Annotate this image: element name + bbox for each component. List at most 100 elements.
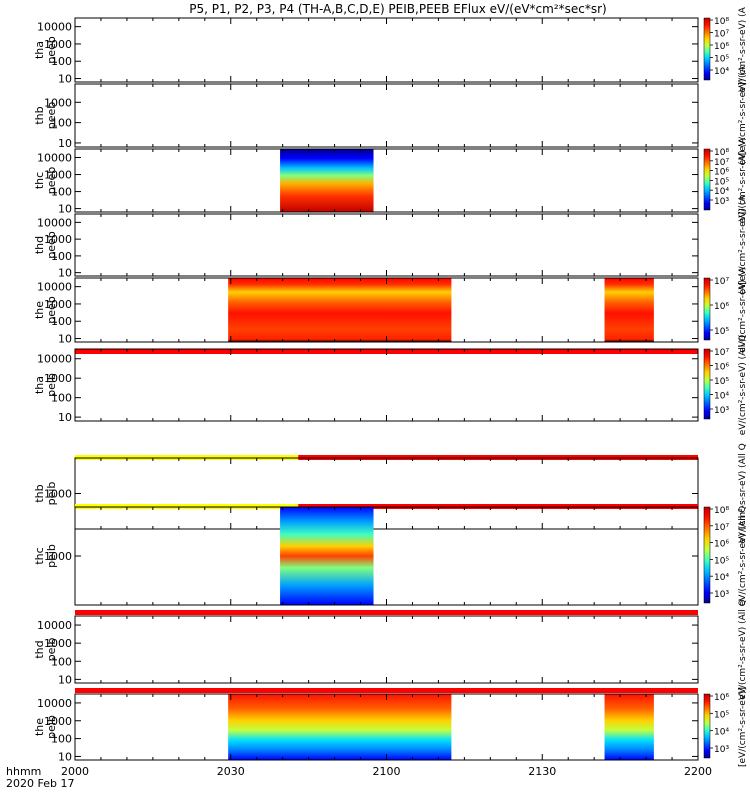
- colorbar: [703, 348, 711, 420]
- panel-frame: [74, 213, 699, 277]
- panel-tha-peib: 10 100 1000 10000 tha peib 10³ 10⁴ 10⁵ 10⁶ 10⁷ eV/(…: [33, 335, 748, 436]
- y-tick-label: 1000: [44, 298, 72, 311]
- colorbar: [703, 17, 711, 81]
- y-tick-label: 100: [51, 392, 72, 405]
- y-tick-label: 10: [58, 333, 72, 346]
- y-tick-label: 1000: [44, 550, 72, 563]
- panel-label-probe: tha: [33, 376, 46, 394]
- colorbar-tick-label: 10⁶: [714, 363, 729, 373]
- colorbar-label: eV/(cm²-s-sr-eV) (All Q: [738, 599, 748, 700]
- panel-label-product: peeb: [45, 102, 58, 130]
- x-axis-label-date: 2020 Feb 17: [6, 777, 74, 790]
- colorbar-tick-label: 10⁷: [714, 158, 729, 168]
- colorbar-tick-label: 10⁶: [714, 168, 729, 178]
- panel-label-probe: thb: [33, 106, 46, 124]
- y-tick-label: 100: [51, 117, 72, 130]
- colorbar-tick-label: 10³: [714, 406, 729, 416]
- colorbar-label: eV/(cm²-s-sr-eV) (A: [738, 266, 748, 352]
- status-bar-segment: [75, 610, 698, 615]
- y-tick-label: 100: [51, 250, 72, 263]
- y-tick-label: 10: [58, 203, 72, 216]
- x-tick-label: 2100: [373, 765, 401, 778]
- colorbar-tick-label: 10⁴: [714, 187, 729, 197]
- y-tick-label: 10: [58, 411, 72, 424]
- colorbar-label: (A[eV/cm²-s-sr-eV]) (A: [738, 195, 748, 295]
- colorbar-label: (A[eV/cm²-s-sr-eV]) (A: [738, 65, 748, 165]
- colorbar-tick-label: 10⁵: [714, 710, 729, 720]
- spectrogram-block: [604, 694, 654, 760]
- x-axis-label-hhmm: hhmm: [6, 765, 41, 778]
- y-tick-label: 1000: [44, 637, 72, 650]
- colorbar-tick-label: 10⁵: [714, 327, 729, 337]
- spectrogram-block: [280, 149, 374, 212]
- colorbar-tick-label: 10³: [714, 590, 729, 600]
- x-tick-label: 2130: [528, 765, 556, 778]
- colorbar-tick-label: 10⁵: [714, 177, 729, 187]
- y-tick-label: 10000: [37, 353, 72, 366]
- panel-the-peib: 10 100 1000 10000 the peib 10³ 10⁴ 10⁵ 10⁶ [eV/(cm…: [33, 687, 748, 767]
- panel-the-peeb: 10 100 1000 10000 the peeb 10⁵ 10⁶ 10⁷ eV/(cm²-s-…: [33, 266, 748, 352]
- colorbar-label: eV/(cm²-s-sr-eV) (A: [738, 6, 748, 92]
- x-tick-label: 2000: [61, 765, 89, 778]
- colorbar-tick-label: 10⁵: [714, 55, 729, 65]
- panel-label-product: peib: [45, 482, 58, 506]
- colorbar: [703, 506, 711, 604]
- y-tick-label: 1000: [44, 38, 72, 51]
- spectrogram-block: [604, 278, 654, 342]
- panel-label-probe: thc: [33, 172, 46, 189]
- panel-label-probe: thd: [33, 640, 46, 658]
- y-tick-label: 10000: [37, 697, 72, 710]
- panel-label-probe: the: [33, 301, 46, 319]
- panel-thd-peib: 10 100 1000 10000 thd peib eV/(cm²-s-sr-eV) (A…: [33, 599, 748, 700]
- panel-frame: [74, 17, 699, 83]
- colorbar-tick-label: 10⁷: [714, 30, 729, 40]
- colorbar: [703, 277, 711, 341]
- colorbar-label: eV/(cm²-s-sr-eV) (A: [738, 137, 748, 223]
- panel-frame: [74, 83, 699, 148]
- y-tick-label: 10000: [37, 21, 72, 34]
- y-tick-label: 1000: [44, 715, 72, 728]
- colorbar-tick-label: 10⁴: [714, 728, 729, 738]
- y-tick-label: 10000: [37, 152, 72, 165]
- colorbar-label: eV/(cm²-s-sr-eV) (All Q: [738, 335, 748, 436]
- panel-frame: [74, 615, 699, 684]
- y-tick-label: 100: [51, 733, 72, 746]
- panel-thd-peeb: 10 100 1000 10000 thd peeb (A[eV/cm²-s-sr-eV])…: [33, 195, 748, 295]
- y-tick-label: 100: [51, 315, 72, 328]
- panel-label-probe: thb: [33, 484, 46, 502]
- panel-label-product: peib: [45, 715, 58, 739]
- y-tick-label: 1000: [44, 169, 72, 182]
- y-tick-label: 100: [51, 55, 72, 68]
- colorbar-tick-label: 10⁶: [714, 302, 729, 312]
- panel-label-probe: thc: [33, 547, 46, 564]
- y-tick-label: 1000: [44, 96, 72, 109]
- colorbar-tick-label: 10³: [714, 197, 729, 207]
- colorbar-tick-label: 10⁴: [714, 573, 729, 583]
- colorbar-tick-label: 10⁶: [714, 42, 729, 52]
- y-tick-label: 10000: [37, 281, 72, 294]
- panel-label-product: peib: [45, 544, 58, 568]
- panel-tha-peeb: 10 100 1000 10000 tha peeb 10⁴ 10⁵ 10⁶ 10⁷ 10⁸ eV/(…: [33, 6, 748, 92]
- status-bar-segment: [75, 688, 698, 693]
- y-tick-label: 1000: [44, 233, 72, 246]
- panel-label-product: peeb: [45, 296, 58, 324]
- panel-frame: [74, 348, 699, 422]
- y-tick-label: 10: [58, 137, 72, 150]
- panel-label-probe: tha: [33, 41, 46, 59]
- panel-label-probe: the: [33, 718, 46, 736]
- colorbar-tick-label: 10⁵: [714, 377, 729, 387]
- y-tick-label: 10: [58, 673, 72, 686]
- panel-label-product: peib: [45, 638, 58, 662]
- colorbar-tick-label: 10⁸: [714, 506, 729, 516]
- panel-frame: [74, 506, 699, 606]
- colorbar-label: eV/(cm²-s-sr-eV) (All Q: [738, 506, 748, 607]
- panel-frame: [74, 457, 699, 530]
- colorbar-tick-label: 10⁴: [714, 67, 729, 77]
- colorbar: [703, 148, 711, 211]
